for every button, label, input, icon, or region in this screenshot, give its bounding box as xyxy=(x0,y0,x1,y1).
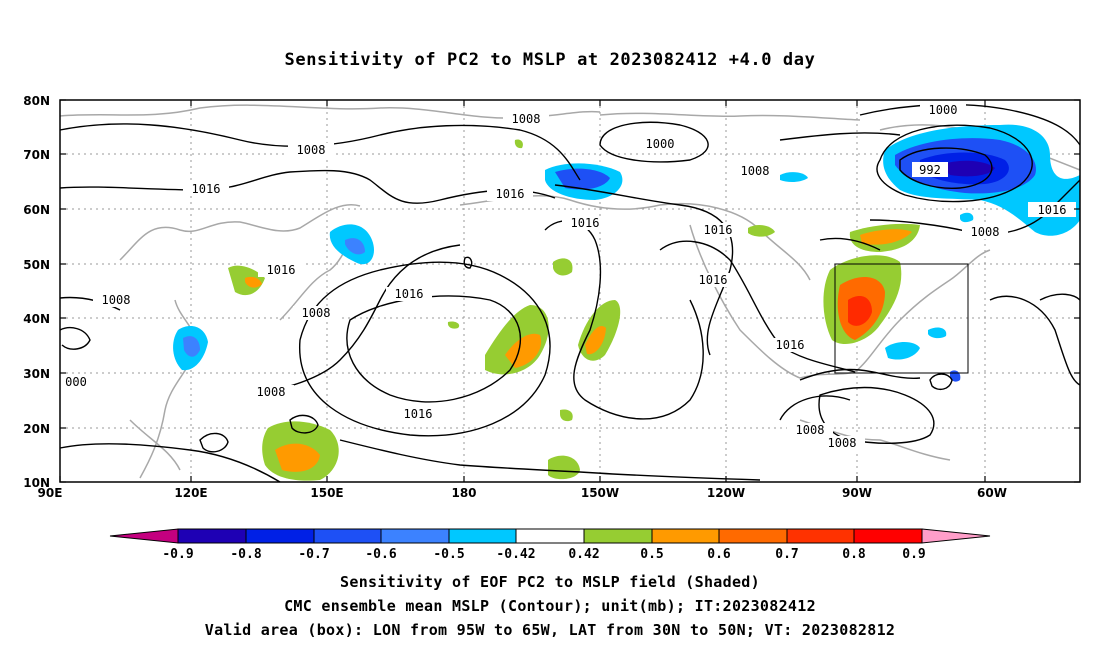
contour-label: 1008 xyxy=(828,436,857,450)
contour-label: 1008 xyxy=(512,112,541,126)
colorbar-swatch xyxy=(786,528,855,544)
contour-label: 1016 xyxy=(699,273,728,287)
colorbar-label: -0.42 xyxy=(496,547,535,562)
lat-label: 50N xyxy=(23,258,50,272)
lat-label: 40N xyxy=(23,312,50,326)
contour-labels: 1008 1000 1008 1008 1016 1016 1016 1016 … xyxy=(61,103,1076,450)
lon-label: 90E xyxy=(38,486,63,500)
colorbar-swatch xyxy=(177,528,247,544)
lat-label: 10N xyxy=(23,476,50,490)
lon-label: 60W xyxy=(977,486,1007,500)
contour-label: 1016 xyxy=(496,187,525,201)
lat-label: 20N xyxy=(23,422,50,436)
contour-label: 1008 xyxy=(971,225,1000,239)
contour-label: 1008 xyxy=(102,293,131,307)
contour-label: 992 xyxy=(919,163,941,177)
lat-label: 70N xyxy=(23,148,50,162)
colorbar-label: -0.9 xyxy=(162,547,193,562)
contour-label: 1000 xyxy=(929,103,958,117)
lon-label: 150W xyxy=(581,486,619,500)
gridlines xyxy=(60,100,1080,482)
lat-label: 60N xyxy=(23,203,50,217)
mslp-contours xyxy=(59,103,1081,483)
contour-label: 1016 xyxy=(704,223,733,237)
lon-label: 150E xyxy=(310,486,343,500)
colorbar-label: -0.5 xyxy=(433,547,464,562)
colorbar-swatch xyxy=(651,528,720,544)
colorbar-label: 0.9 xyxy=(902,547,925,562)
contour-label: 1016 xyxy=(1038,203,1067,217)
colorbar-labels: -0.9 -0.8 -0.7 -0.6 -0.5 -0.42 0.42 0.5 … xyxy=(162,547,925,562)
contour-label: 1000 xyxy=(646,137,675,151)
shaded-regions xyxy=(173,124,1080,481)
lat-ticks xyxy=(60,99,1080,483)
contour-label: 1016 xyxy=(776,338,805,352)
colorbar-label: 0.42 xyxy=(568,547,599,562)
colorbar-swatch xyxy=(380,528,450,544)
contour-label: 000 xyxy=(65,375,87,389)
colorbar-swatch xyxy=(313,528,382,544)
lon-label: 120E xyxy=(174,486,207,500)
colorbar-label: 0.5 xyxy=(640,547,663,562)
contour-label: 1016 xyxy=(404,407,433,421)
contour-label: 1008 xyxy=(741,164,770,178)
lon-label: 90W xyxy=(842,486,872,500)
colorbar-label: -0.6 xyxy=(365,547,396,562)
contour-label: 1016 xyxy=(267,263,296,277)
colorbar-swatch xyxy=(718,528,788,544)
caption-line-1: Sensitivity of EOF PC2 to MSLP field (Sh… xyxy=(340,573,760,591)
contour-label: 1008 xyxy=(302,306,331,320)
colorbar-max-arrow xyxy=(921,528,991,544)
contour-label: 1016 xyxy=(395,287,424,301)
colorbar-label: -0.7 xyxy=(298,547,329,562)
map-frame xyxy=(59,99,1081,483)
contour-label: 1008 xyxy=(297,143,326,157)
colorbar-min-arrow xyxy=(109,528,179,544)
lon-ticks xyxy=(59,100,986,482)
lon-label: 120W xyxy=(707,486,745,500)
colorbar-swatch xyxy=(515,528,585,544)
valid-area-box xyxy=(834,263,969,374)
colorbar-swatch xyxy=(853,528,923,544)
lat-label: 30N xyxy=(23,367,50,381)
lon-label: 180 xyxy=(451,486,476,500)
map-title: Sensitivity of PC2 to MSLP at 2023082412… xyxy=(284,50,816,70)
contour-label: 1008 xyxy=(257,385,286,399)
colorbar-swatch xyxy=(245,528,315,544)
colorbar-label: 0.8 xyxy=(842,547,866,562)
colorbar-label: 0.6 xyxy=(707,547,731,562)
contour-label: 1016 xyxy=(192,182,221,196)
lon-labels: 90E 120E 150E 180 150W 120W 90W 60W xyxy=(38,486,1007,500)
caption-line-2: CMC ensemble mean MSLP (Contour); unit(m… xyxy=(284,597,816,615)
contour-label: 1016 xyxy=(571,216,600,230)
contour-label: 1008 xyxy=(796,423,825,437)
colorbar-swatch xyxy=(448,528,517,544)
lat-labels: 80N 70N 60N 50N 40N 30N 20N 10N xyxy=(23,94,50,490)
lat-label: 80N xyxy=(23,94,50,108)
colorbar-label: 0.7 xyxy=(775,547,798,562)
colorbar-swatch xyxy=(583,528,653,544)
colorbar-label: -0.8 xyxy=(230,547,261,562)
colorbar xyxy=(109,528,991,544)
caption-line-3: Valid area (box): LON from 95W to 65W, L… xyxy=(204,621,896,639)
